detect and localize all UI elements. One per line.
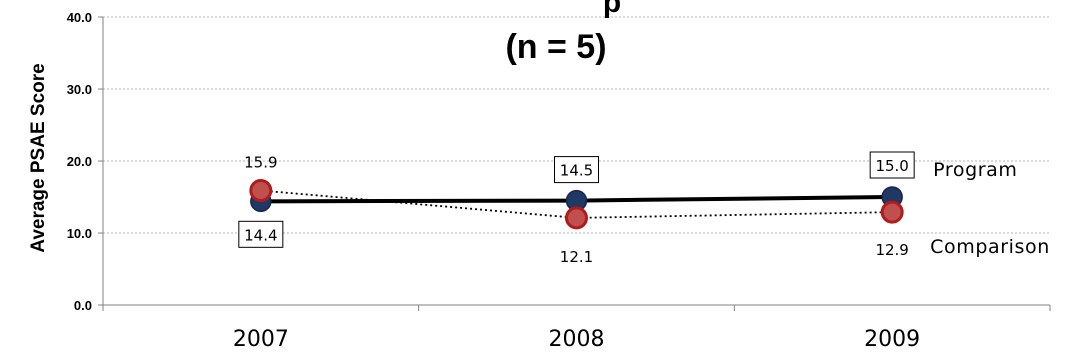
data-label-program: 15.0 [875,157,908,175]
data-label-box [869,151,915,179]
y-tick-labels: 0.0 10.0 20.0 30.0 40.0 [67,10,92,313]
data-label-box [238,220,284,248]
axes [98,16,1051,311]
y-tick-label: 40.0 [67,10,92,25]
data-label-comparison: 12.1 [560,248,593,266]
data-label-program: 14.4 [244,226,277,244]
x-tick-labels: 2007 2008 2009 [233,327,920,352]
series-names: Program Comparison [930,159,1050,258]
marker-comparison [249,179,273,203]
y-tick-label: 20.0 [67,154,92,169]
chart-title-fragment: p [603,0,621,19]
data-label-box [554,156,599,184]
y-tick-label: 10.0 [67,226,92,241]
data-labels: 14.4 14.5 15.0 15.9 12.1 12.9 [238,151,915,266]
y-axis-label: Average PSAE Score [28,63,49,252]
y-tick-label: 30.0 [67,82,92,97]
marker-comparison [880,200,904,224]
series-name-comparison: Comparison [930,236,1050,258]
marker-comparison [565,206,588,230]
x-tick-label: 2008 [549,327,605,352]
chart-title: (n = 5) [505,28,606,66]
y-tick-label: 0.0 [74,298,92,313]
x-tick-label: 2009 [864,327,920,352]
data-label-comparison: 12.9 [875,241,908,259]
x-tick-label: 2007 [233,327,289,352]
data-label-program: 14.5 [560,162,593,180]
series-markers [249,179,904,230]
data-label-comparison: 15.9 [244,154,277,172]
series-name-program: Program [933,159,1017,181]
